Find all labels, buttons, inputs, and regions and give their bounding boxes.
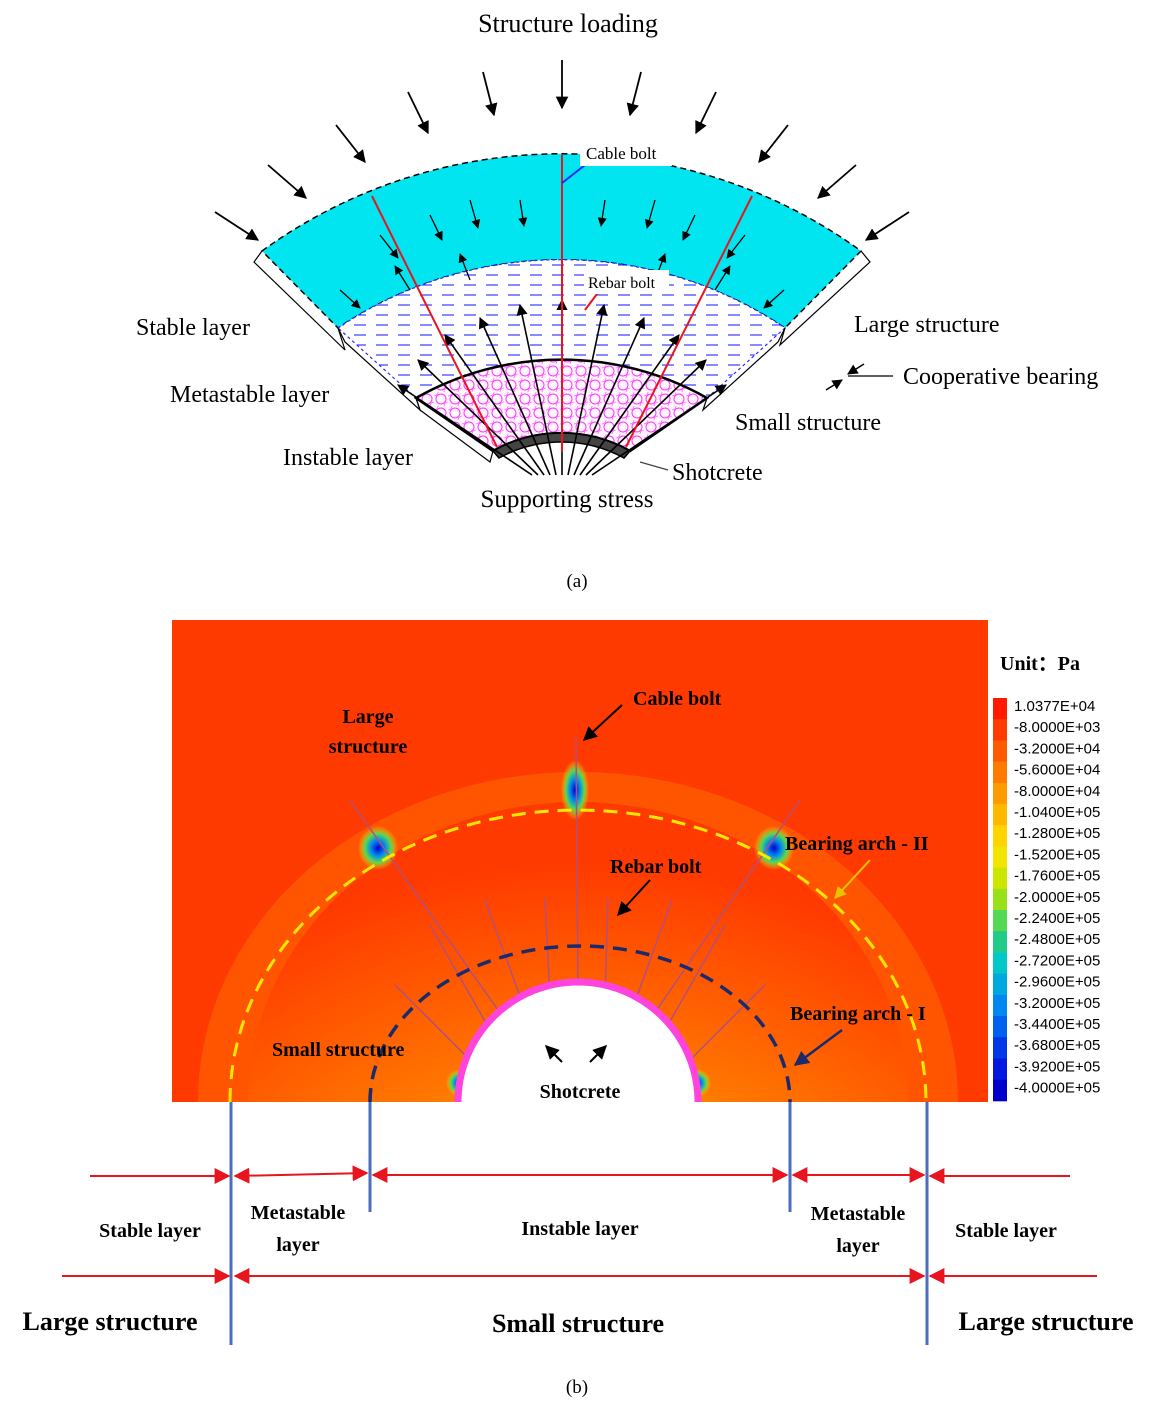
legend-color-scale [993,698,1007,1102]
shotcrete-label-b: Shotcrete [540,1081,621,1103]
stable-layer-label: Stable layer [136,315,250,341]
large-structure-left: Large structure [23,1307,198,1336]
cable-bolt-right [625,195,753,448]
legend-swatch [993,698,1007,720]
panel-a-diagram: Structure loading Cable bolt Rebar bolt … [136,9,1098,592]
panel-b-contour: Large structure Cable bolt Rebar bolt Be… [23,620,1134,1398]
shotcrete-band [491,432,632,459]
legend-value-label: -2.9600E+05 [1014,974,1100,991]
legend-swatch [993,740,1007,763]
large-structure-label: Large structure [854,312,1000,338]
legend-value-label: -2.2400E+05 [1014,910,1100,927]
legend-value-label: -3.6800E+05 [1014,1037,1100,1054]
legend-swatch [993,719,1007,741]
legend-swatch [993,1037,1007,1059]
legend-swatch [993,931,1007,953]
cooperative-bearing-symbol [825,363,893,391]
legend-value-labels: 1.0377E+04 -8.0000E+03 -3.2000E+04 -5.6000E… [1014,698,1100,1097]
legend-swatch [993,1016,1007,1038]
legend-swatch [993,761,1007,784]
layer-boundaries [229,1102,929,1345]
large-structure-top-line1: Large [342,706,393,728]
legend-value-label: -1.5200E+05 [1014,846,1100,863]
legend-swatch [993,952,1007,975]
bearing-arch-2 [228,808,928,1102]
legend-swatch [993,973,1007,996]
cable-bolt-left [371,195,498,448]
cooperative-bearing-label: Cooperative bearing [903,364,1098,390]
rebar-bolt-label: Rebar bolt [588,275,656,292]
legend-value-label: -2.4800E+05 [1014,931,1100,948]
legend-swatch [993,804,1007,826]
small-structure-label-b: Small structure [272,1039,405,1061]
shotcrete-label: Shotcrete [672,460,763,486]
legend-swatch [993,888,1007,911]
legend-value-label: -3.4400E+05 [1014,1016,1100,1033]
bearing-arch-1 [368,944,792,1102]
tunnel-opening [458,982,698,1102]
legend-swatch [993,910,1007,932]
panel-b-caption: (b) [566,1377,588,1398]
legend-value-label: -4.0000E+05 [1014,1080,1100,1097]
legend-value-label: -5.6000E+04 [1014,762,1100,779]
legend-value-label: -8.0000E+03 [1014,719,1100,736]
bearing-arrows [339,199,785,309]
panel-a-caption: (a) [566,571,587,592]
large-structure-right: Large structure [959,1307,1134,1336]
metastable-layer-left-line1: Metastable [251,1202,346,1224]
legend-value-label: -3.2000E+05 [1014,995,1100,1012]
legend-swatch [993,846,1007,869]
legend-value-label: -3.2000E+04 [1014,740,1100,757]
legend-swatch [993,825,1007,847]
shotcrete-lining [454,978,702,1102]
small-structure: Small structure [492,1309,664,1338]
metastable-layer-left-line2: layer [276,1234,319,1256]
legend-unit: Unit：Pa [1000,653,1080,675]
legend-value-label: -1.7600E+05 [1014,868,1100,885]
layer-dimension-arrows [62,1165,1097,1284]
small-structure-label: Small structure [735,410,881,436]
rebar-bolt-label-b: Rebar bolt [610,856,702,878]
legend-value-label: -2.7200E+05 [1014,952,1100,969]
bearing-arch-2-label: Bearing arch - II [785,833,929,855]
metastable-layer-label: Metastable layer [170,382,329,408]
metastable-layer-right-line2: layer [836,1235,879,1257]
stable-layer-right: Stable layer [955,1220,1057,1242]
legend-swatch [993,867,1007,890]
supporting-stress-label: Supporting stress [481,486,654,513]
legend-swatch [993,1058,1007,1081]
large-structure-top-line2: structure [329,736,408,758]
supporting-stress-arrows [397,298,727,476]
metastable-layer-right-line1: Metastable [811,1203,906,1225]
stable-layer-left: Stable layer [99,1220,201,1242]
legend-value-label: -3.9200E+05 [1014,1058,1100,1075]
instable-layer-label: Instable layer [283,445,413,471]
cable-bolt-label-b: Cable bolt [633,688,722,710]
legend-value-label: -1.2800E+05 [1014,825,1100,842]
legend-swatch [993,1079,1007,1102]
structure-loading-label: Structure loading [478,9,658,38]
legend-swatch [993,782,1007,805]
legend-value-label: 1.0377E+04 [1014,698,1095,715]
structure-loading-arrows [214,60,910,241]
legend-value-label: -8.0000E+04 [1014,783,1100,800]
instable-layer: Instable layer [521,1218,638,1240]
legend-swatch [993,994,1007,1017]
legend-value-label: -1.0400E+05 [1014,804,1100,821]
cable-bolt-label: Cable bolt [586,144,657,163]
legend-value-label: -2.0000E+05 [1014,889,1100,906]
bearing-arch-1-label: Bearing arch - I [790,1003,926,1025]
